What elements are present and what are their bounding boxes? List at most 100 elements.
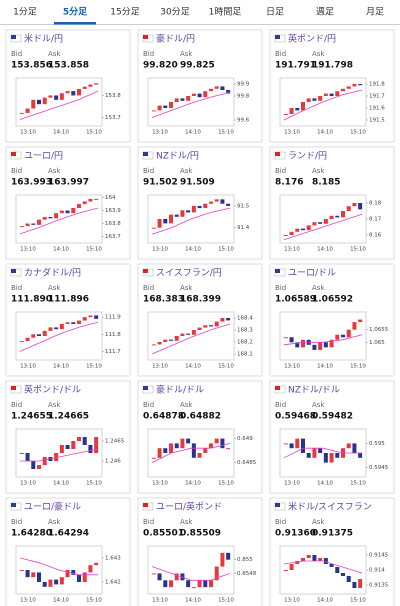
candle — [19, 570, 24, 571]
pair-name[interactable]: ユーロ/円 — [24, 151, 63, 162]
pair-name[interactable]: 英ポンド/円 — [288, 33, 336, 45]
candle — [283, 570, 288, 571]
x-tick-label: 15:10 — [86, 598, 102, 604]
candle — [31, 461, 36, 469]
tab[interactable]: 月足 — [366, 7, 384, 18]
ask-value: 111.896 — [48, 295, 89, 305]
x-tick-label: 15:10 — [218, 364, 234, 370]
pair-name[interactable]: 英ポンド/ドル — [24, 384, 81, 396]
candle — [48, 579, 53, 587]
card-border — [137, 146, 263, 260]
bid-value: 153.856 — [11, 61, 52, 71]
candle — [88, 445, 93, 453]
tab[interactable]: 週足 — [316, 7, 334, 18]
candle — [77, 204, 81, 208]
candle — [151, 573, 156, 575]
candle — [54, 579, 59, 585]
tab[interactable]: 1時間足 — [209, 7, 242, 18]
bid-value: 0.64878 — [143, 412, 184, 422]
ask-value: 168.399 — [180, 295, 221, 305]
pair-name[interactable]: NZドル/円 — [156, 151, 199, 162]
x-tick-label: 15:10 — [350, 598, 366, 604]
bid-value: 0.85501 — [143, 529, 184, 539]
candle — [65, 322, 70, 324]
pair-name[interactable]: ユーロ/豪ドル — [24, 501, 81, 513]
tab[interactable]: 日足 — [266, 7, 284, 18]
x-tick-label: 13:10 — [152, 130, 168, 136]
candle — [77, 88, 81, 96]
y-tick-label: 164 — [105, 195, 116, 201]
flag-part — [275, 503, 280, 507]
pair-name[interactable]: 米ドル/円 — [24, 33, 63, 45]
pair-name[interactable]: 豪ドル/円 — [156, 33, 195, 45]
pair-name[interactable]: NZドル/ドル — [288, 386, 340, 396]
candle — [346, 206, 351, 211]
ask-value: 0.64882 — [180, 412, 221, 422]
pair-name[interactable]: 米ドル/スイスフラン — [288, 501, 372, 513]
pair-name[interactable]: ユーロ/英ポンド — [156, 501, 222, 513]
candle — [301, 558, 305, 561]
card-border — [5, 380, 131, 494]
candle — [203, 325, 208, 328]
candle — [191, 587, 196, 589]
pair-name[interactable]: 豪ドル/ドル — [156, 384, 204, 396]
candle — [329, 564, 334, 567]
pair-name[interactable]: ユーロ/ドル — [288, 269, 336, 279]
x-tick-label: 13:10 — [284, 481, 300, 487]
y-tick-label: 99.8 — [237, 94, 250, 100]
x-tick-label: 15:10 — [350, 130, 366, 136]
x-tick-label: 15:10 — [350, 247, 366, 253]
x-tick-label: 14:10 — [53, 598, 69, 604]
candle — [197, 205, 202, 209]
candle — [306, 555, 311, 558]
bid-label: Bid — [275, 401, 286, 409]
moving-average-line — [19, 321, 99, 352]
bid-value: 91.502 — [143, 178, 178, 188]
y-tick-label: 91.5 — [237, 203, 250, 209]
tab[interactable]: 5分足 — [63, 6, 88, 18]
bid-value: 0.59468 — [275, 412, 316, 422]
x-tick-label: 15:10 — [218, 247, 234, 253]
candle — [226, 448, 231, 450]
candle — [94, 198, 99, 200]
candle — [209, 325, 213, 327]
pair-name[interactable]: スイスフラン/円 — [156, 268, 222, 279]
candle — [323, 558, 328, 564]
moving-average-line — [20, 448, 99, 462]
candle — [295, 228, 300, 232]
x-tick-label: 15:10 — [86, 247, 102, 253]
tab[interactable]: 30分足 — [160, 7, 189, 18]
candle — [203, 91, 208, 98]
pair-name[interactable]: ランド/円 — [288, 151, 327, 162]
candle — [283, 235, 288, 236]
card-border — [137, 29, 263, 143]
candle — [82, 201, 87, 205]
pair-name[interactable]: カナダドル/円 — [24, 267, 81, 279]
candle — [209, 443, 213, 449]
chart-frame — [279, 77, 367, 127]
candle — [186, 438, 191, 444]
candle — [59, 577, 64, 585]
candle — [174, 443, 179, 449]
tab[interactable]: 1分足 — [13, 7, 37, 18]
candle — [65, 445, 70, 449]
tab[interactable]: 15分足 — [110, 7, 139, 18]
ask-value: 0.85509 — [180, 529, 221, 539]
flag-part — [143, 269, 148, 273]
card-border — [137, 263, 263, 377]
